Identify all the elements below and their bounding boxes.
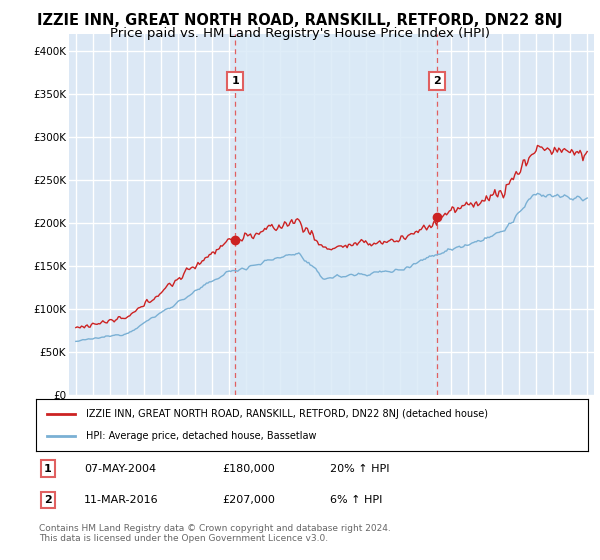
Text: 2: 2: [44, 495, 52, 505]
Text: 1: 1: [232, 76, 239, 86]
Text: 20% ↑ HPI: 20% ↑ HPI: [330, 464, 389, 474]
Text: IZZIE INN, GREAT NORTH ROAD, RANSKILL, RETFORD, DN22 8NJ: IZZIE INN, GREAT NORTH ROAD, RANSKILL, R…: [37, 13, 563, 28]
Text: 11-MAR-2016: 11-MAR-2016: [84, 495, 158, 505]
Text: 1: 1: [44, 464, 52, 474]
Text: HPI: Average price, detached house, Bassetlaw: HPI: Average price, detached house, Bass…: [86, 431, 316, 441]
Text: Contains HM Land Registry data © Crown copyright and database right 2024.
This d: Contains HM Land Registry data © Crown c…: [39, 524, 391, 543]
Text: £180,000: £180,000: [222, 464, 275, 474]
Text: IZZIE INN, GREAT NORTH ROAD, RANSKILL, RETFORD, DN22 8NJ (detached house): IZZIE INN, GREAT NORTH ROAD, RANSKILL, R…: [86, 409, 488, 419]
Text: £207,000: £207,000: [222, 495, 275, 505]
Text: 6% ↑ HPI: 6% ↑ HPI: [330, 495, 382, 505]
Text: 07-MAY-2004: 07-MAY-2004: [84, 464, 156, 474]
Bar: [235, 34, 437, 395]
Text: 2: 2: [433, 76, 441, 86]
Text: Price paid vs. HM Land Registry's House Price Index (HPI): Price paid vs. HM Land Registry's House …: [110, 27, 490, 40]
